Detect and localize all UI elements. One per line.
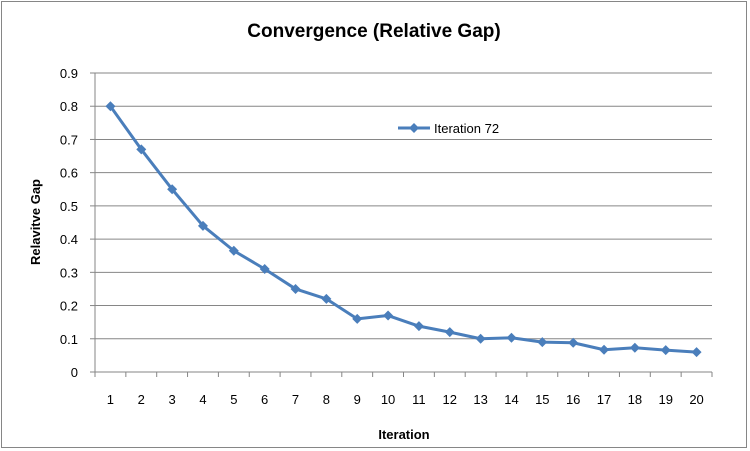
x-tick-label: 14 bbox=[504, 392, 518, 407]
x-tick-label: 13 bbox=[473, 392, 487, 407]
x-tick-label: 9 bbox=[354, 392, 361, 407]
y-tick-label: 0.2 bbox=[60, 299, 78, 314]
x-tick-label: 12 bbox=[443, 392, 457, 407]
x-tick-label: 5 bbox=[230, 392, 237, 407]
y-tick-label: 0.8 bbox=[60, 99, 78, 114]
series-line bbox=[109, 105, 697, 354]
x-tick-label: 6 bbox=[261, 392, 268, 407]
y-tick-label: 0.3 bbox=[60, 265, 78, 280]
y-tick-label: 0.4 bbox=[60, 232, 78, 247]
data-point-marker bbox=[413, 321, 424, 332]
data-point-marker bbox=[599, 344, 610, 355]
gridlines bbox=[90, 72, 713, 377]
data-point-marker bbox=[105, 101, 116, 112]
legend-label: Iteration 72 bbox=[434, 121, 499, 136]
data-point-marker bbox=[290, 283, 301, 294]
x-tick-label: 3 bbox=[169, 392, 176, 407]
y-tick-label: 0 bbox=[71, 365, 78, 380]
data-point-marker bbox=[691, 347, 702, 358]
x-tick-label: 20 bbox=[689, 392, 703, 407]
x-tick-label: 17 bbox=[597, 392, 611, 407]
x-tick-label: 1 bbox=[107, 392, 114, 407]
data-point-marker bbox=[136, 144, 147, 155]
data-point-marker bbox=[568, 337, 579, 348]
x-tick-label: 19 bbox=[658, 392, 672, 407]
data-point-marker bbox=[197, 220, 208, 231]
x-tick-label: 15 bbox=[535, 392, 549, 407]
x-tick-label: 8 bbox=[323, 392, 330, 407]
y-tick-label: 0.7 bbox=[60, 132, 78, 147]
x-tick-label: 4 bbox=[199, 392, 206, 407]
data-point-marker bbox=[167, 184, 178, 195]
y-tick-labels: 0 0.1 0.2 0.3 0.4 0.5 0.6 0.7 0.8 0.9 bbox=[60, 66, 78, 380]
x-tick-label: 10 bbox=[381, 392, 395, 407]
data-point-marker bbox=[537, 337, 548, 348]
data-point-marker bbox=[383, 310, 394, 321]
data-point-marker bbox=[228, 245, 239, 256]
y-tick-label: 0.9 bbox=[60, 66, 78, 81]
y-tick-label: 0.1 bbox=[60, 332, 78, 347]
x-tick-label: 18 bbox=[628, 392, 642, 407]
chart-title: Convergence (Relative Gap) bbox=[247, 21, 500, 42]
x-axis-title: Iteration bbox=[378, 427, 429, 442]
x-tick-label: 11 bbox=[412, 392, 426, 407]
series-group bbox=[105, 101, 702, 358]
data-point-marker bbox=[660, 345, 671, 356]
x-tick-labels: 1 2 3 4 5 6 7 8 9 10 11 12 13 14 15 16 17 18 19 20 bbox=[107, 392, 704, 407]
data-point-marker bbox=[352, 313, 363, 324]
data-point-marker bbox=[629, 342, 640, 353]
data-point-marker bbox=[475, 333, 486, 344]
y-tick-label: 0.5 bbox=[60, 199, 78, 214]
y-tick-label: 0.6 bbox=[60, 166, 78, 181]
legend: Iteration 72 bbox=[398, 121, 499, 136]
data-point-marker bbox=[259, 264, 270, 275]
y-axis-title: Relavitve Gap bbox=[28, 179, 43, 265]
x-tick-label: 16 bbox=[566, 392, 580, 407]
x-tick-label: 2 bbox=[138, 392, 145, 407]
data-point-marker bbox=[506, 332, 517, 343]
data-point-marker bbox=[444, 327, 455, 338]
x-tick-label: 7 bbox=[292, 392, 299, 407]
data-point-marker bbox=[321, 293, 332, 304]
legend-diamond-icon bbox=[409, 123, 419, 133]
